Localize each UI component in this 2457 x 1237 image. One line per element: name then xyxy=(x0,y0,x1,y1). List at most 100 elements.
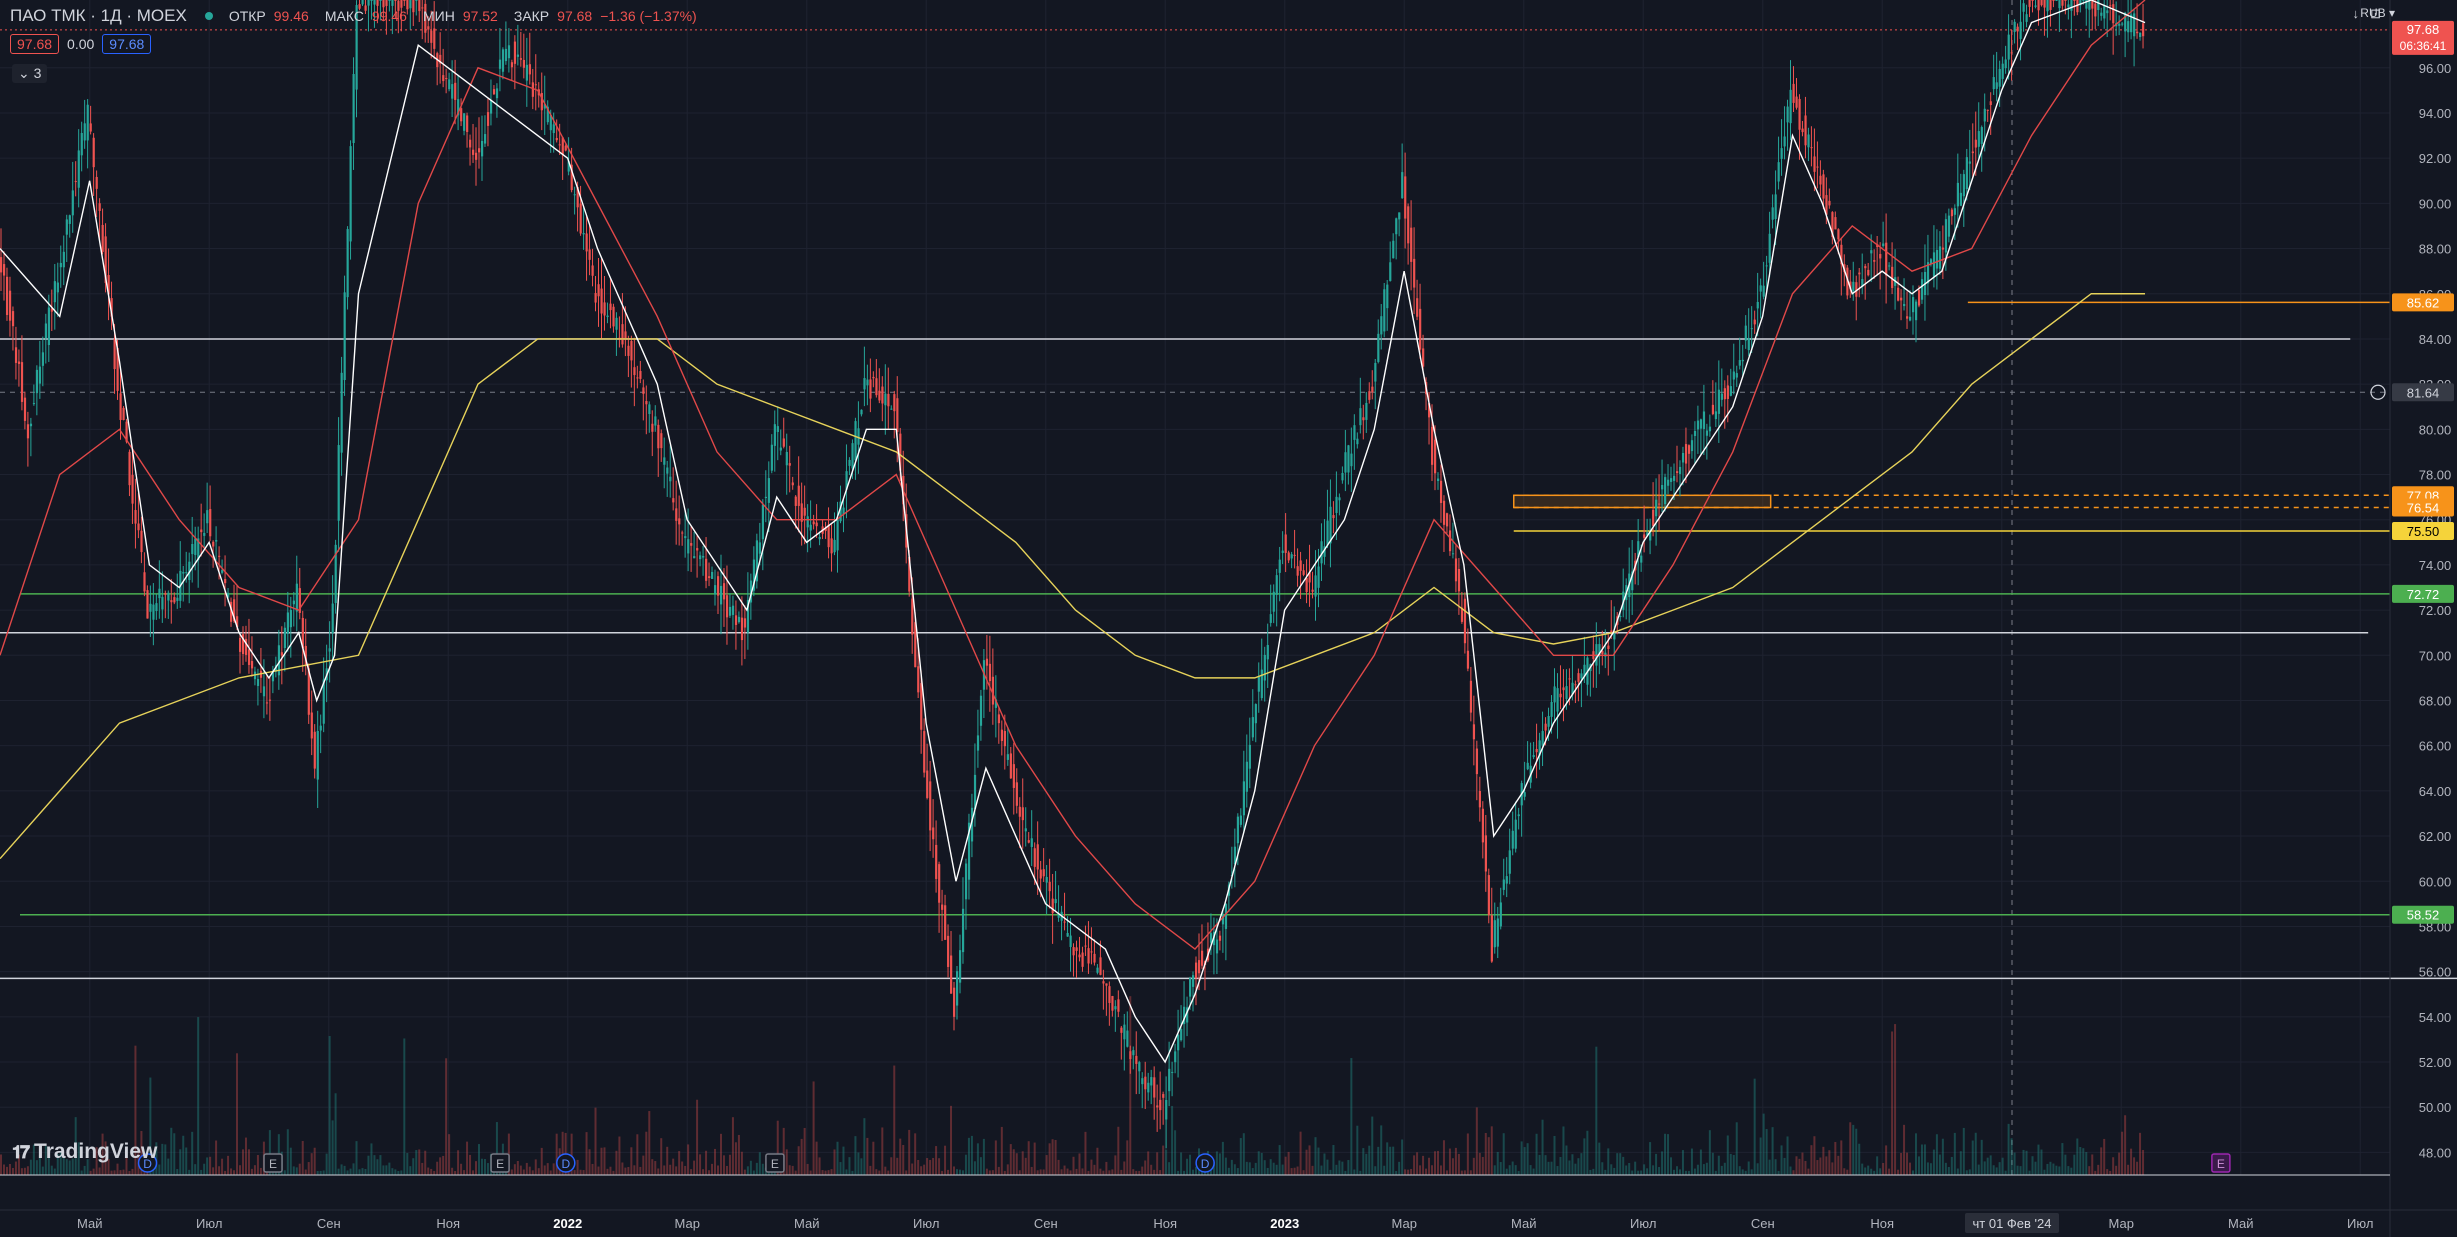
volume-bar xyxy=(839,1162,842,1175)
volume-bar xyxy=(418,1149,421,1175)
volume-bar xyxy=(480,1158,483,1175)
candle-body xyxy=(53,281,56,303)
currency-selector[interactable]: RUB ▾ xyxy=(2360,6,2395,20)
price-axis[interactable]: 96.0094.0092.0090.0088.0086.0084.0082.00… xyxy=(2389,0,2454,1237)
volume-bar xyxy=(555,1133,558,1175)
volume-bar xyxy=(1684,1170,1687,1175)
candle-body xyxy=(1900,297,1903,301)
ask-box[interactable]: 97.68 xyxy=(102,34,152,54)
volume-bar xyxy=(1245,1161,1248,1175)
candle-body xyxy=(1693,431,1697,437)
volume-bar xyxy=(1538,1154,1541,1175)
volume-bar xyxy=(346,1170,349,1175)
candle-body xyxy=(1275,575,1278,595)
volume-bar xyxy=(1687,1170,1690,1175)
candle-body xyxy=(979,695,983,726)
volume-bar xyxy=(1628,1162,1631,1175)
volume-bar xyxy=(1965,1170,1968,1175)
candle-body xyxy=(1383,289,1386,332)
volume-bar xyxy=(920,1166,923,1175)
candle-body xyxy=(788,463,791,466)
candle-body xyxy=(702,555,705,558)
volume-bar xyxy=(1377,1146,1380,1175)
candle-body xyxy=(206,510,209,524)
volume-bar xyxy=(1018,1170,1021,1175)
candle-body xyxy=(603,302,606,316)
candle-body xyxy=(355,5,358,90)
symbol-title[interactable]: ПАО ТМК · 1Д · MOEX xyxy=(10,6,187,25)
volume-bar xyxy=(1906,1152,1909,1175)
candle-body xyxy=(953,987,956,1017)
volume-bar xyxy=(1714,1170,1717,1175)
candle-body xyxy=(2043,0,2046,8)
volume-bar xyxy=(1469,1170,1472,1175)
volume-bar xyxy=(1717,1155,1720,1175)
candle-body xyxy=(696,548,699,551)
candle-body xyxy=(1419,308,1422,350)
bid-box[interactable]: 97.68 xyxy=(10,34,60,54)
candle-body xyxy=(301,617,304,649)
candle-body xyxy=(2058,0,2061,9)
candle-body xyxy=(1353,425,1356,440)
volume-bar xyxy=(549,1170,552,1175)
candle-body xyxy=(155,603,158,612)
candle-body xyxy=(920,683,923,730)
volume-bar xyxy=(1840,1140,1843,1175)
tradingview-watermark[interactable]: 𝟏𝟕 TradingView xyxy=(12,1140,157,1164)
candle-body xyxy=(176,597,179,601)
volume-bar xyxy=(917,1160,920,1175)
candle-body xyxy=(1547,716,1550,727)
volume-bar xyxy=(964,1154,967,1175)
volume-bar xyxy=(307,1162,310,1175)
volume-bar xyxy=(985,1168,988,1175)
volume-bar xyxy=(1463,1170,1466,1175)
candle-body xyxy=(262,686,266,697)
indicators-toggle[interactable]: ⌄ 3 xyxy=(12,64,48,83)
candle-body xyxy=(941,904,944,910)
candle-body xyxy=(1344,452,1347,473)
volume-bar xyxy=(1478,1152,1481,1175)
volume-bar xyxy=(250,1168,253,1175)
candle-body xyxy=(322,679,325,724)
candle-body xyxy=(1081,952,1084,967)
volume-bar xyxy=(1087,1170,1090,1175)
candle-body xyxy=(1903,303,1906,307)
volume-bar xyxy=(483,1159,486,1175)
download-icon[interactable]: ↓ xyxy=(2352,6,2360,21)
volume-bar xyxy=(1658,1166,1661,1175)
time-axis[interactable]: Май Июл Сен Ноя 2022 Мар Май Июл Сен Ноя 2023 Мар Ма… xyxy=(0,1174,2457,1233)
candle-body xyxy=(1846,267,1849,296)
candle-body xyxy=(1320,541,1323,564)
candle-body xyxy=(1108,986,1111,1003)
candle-body xyxy=(663,457,666,465)
volume-bar xyxy=(454,1170,457,1175)
fullscreen-icon[interactable]: ⊡ xyxy=(2370,6,2381,21)
candle-body xyxy=(1168,1068,1171,1092)
candle-body xyxy=(119,393,122,420)
horizontal-levels[interactable] xyxy=(0,29,2457,980)
volume-bar xyxy=(194,1164,197,1175)
volume-bar xyxy=(469,1154,472,1175)
volume-bar xyxy=(131,1168,134,1175)
volume-bar xyxy=(2091,1154,2094,1175)
volume-bar xyxy=(1971,1140,1974,1175)
volume-bar xyxy=(268,1130,271,1175)
candle-body xyxy=(1215,939,1219,954)
price-tick-label: 74.00 xyxy=(2419,558,2452,573)
volume-bar xyxy=(179,1149,182,1175)
volume-bar xyxy=(289,1147,292,1175)
candle-body xyxy=(1786,106,1789,123)
candle-body xyxy=(1329,506,1332,544)
volume-bar xyxy=(836,1141,839,1175)
candle-body xyxy=(1057,914,1060,918)
candle-body xyxy=(149,603,152,612)
candle-body xyxy=(1559,693,1562,698)
candle-body xyxy=(2007,34,2010,60)
volume-bar xyxy=(1434,1151,1436,1175)
candle-body xyxy=(1401,172,1404,199)
candle-body xyxy=(2121,23,2124,25)
candle-body xyxy=(182,571,185,574)
candle-body xyxy=(2037,0,2040,11)
